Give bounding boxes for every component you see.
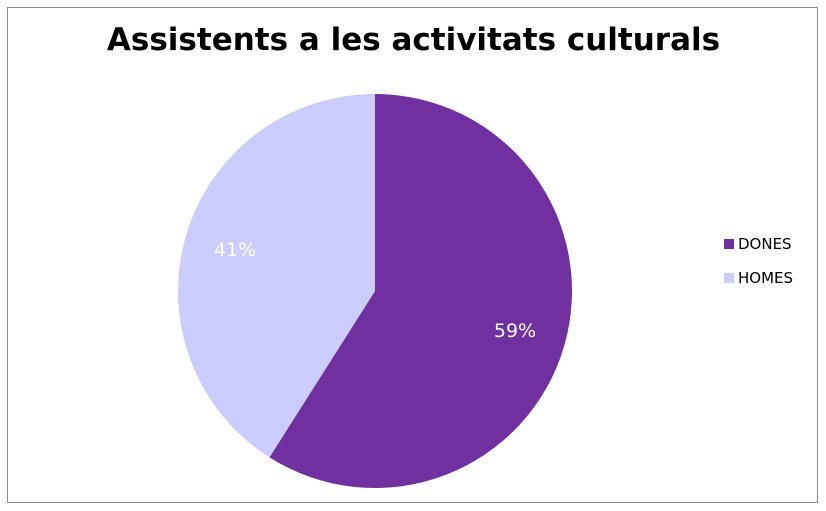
pie-slice-dones (269, 94, 572, 488)
legend-item-homes: HOMES (724, 268, 793, 288)
legend-swatch-homes (724, 273, 734, 283)
chart-frame: Assistents a les activitats culturals 59… (7, 7, 818, 503)
legend: DONES HOMES (724, 234, 793, 302)
legend-swatch-dones (724, 239, 734, 249)
legend-item-dones: DONES (724, 234, 793, 254)
legend-label-homes: HOMES (738, 269, 794, 287)
legend-label-dones: DONES (738, 235, 792, 253)
pie-slice-homes (178, 94, 375, 458)
chart-title: Assistents a les activitats culturals (106, 22, 721, 58)
data-label-homes: 41% (214, 239, 256, 261)
data-label-dones: 59% (494, 320, 536, 342)
pie-chart: 59% 41% (178, 94, 572, 488)
